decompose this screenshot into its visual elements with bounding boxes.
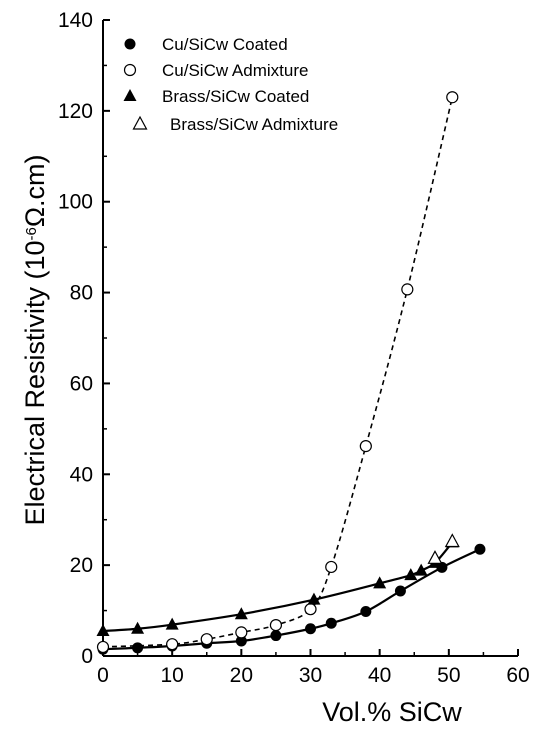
data-point [373,576,387,589]
series-1 [97,543,486,655]
series-layer [96,91,486,655]
y-tick-label: 0 [81,645,93,668]
data-point [444,533,460,548]
series-line [102,548,481,651]
legend-item: Cu/SiCw Admixture [123,61,308,80]
legend-label: Brass/SiCw Coated [162,87,309,106]
data-point [200,633,213,646]
data-point [446,91,459,104]
x-tick-label: 0 [97,664,109,687]
x-tick-label: 30 [299,664,322,687]
y-tick-label: 100 [58,191,93,214]
data-point [360,605,372,617]
data-point [131,621,145,634]
x-tick-label: 50 [437,664,460,687]
legend-label: Cu/SiCw Admixture [162,61,308,80]
x-tick-label: 20 [230,664,253,687]
y-tick-label: 20 [70,554,93,577]
data-point [270,630,282,642]
data-point [304,603,317,616]
legend-label: Cu/SiCw Coated [162,35,288,54]
x-tick-label: 10 [160,664,183,687]
y-tick-label: 140 [58,9,93,32]
data-point [307,592,321,605]
legend-label: Brass/SiCw Admixture [170,115,338,134]
data-point [234,607,248,620]
data-point [325,617,337,629]
data-point [235,626,248,639]
y-tick-label: 60 [70,372,93,395]
data-point [359,440,372,453]
legend-item: Brass/SiCw Coated [123,87,309,106]
y-tick-label: 120 [58,100,93,123]
data-point [96,624,110,637]
data-point [404,568,418,581]
data-point [235,635,247,647]
y-axis-title: Electrical Resistivity (10-6Ω.cm) [20,154,50,525]
data-point [427,550,443,564]
data-point [474,543,486,555]
x-tick-label: 40 [368,664,391,687]
legend-marker [132,115,148,130]
y-axis-title-suffix: Ω.cm) [20,154,50,227]
legend: Cu/SiCw Coated Cu/SiCw Admixture Brass/SiC… [123,35,338,134]
legend-marker [124,38,136,50]
data-point [305,623,316,635]
data-point [401,283,414,296]
data-point [325,560,338,574]
x-axis-ticks: 0 10 20 30 40 50 60 [97,649,530,687]
legend-marker [123,63,137,77]
data-point [166,638,179,651]
data-point [414,563,428,576]
y-tick-label: 80 [70,282,93,305]
series-2 [96,91,459,654]
y-axis-title-prefix: Electrical Resistivity (10 [20,240,50,525]
legend-marker [123,89,137,101]
legend-item: Brass/SiCw Admixture [132,115,338,134]
legend-item: Cu/SiCw Coated [124,35,288,54]
series-line [102,97,454,648]
series-line [102,541,454,633]
data-point [269,619,283,632]
data-point [394,585,406,597]
y-tick-label: 40 [70,463,93,486]
series-4 [427,533,460,564]
x-tick-label: 60 [506,664,529,687]
data-point [96,640,110,654]
data-point [132,642,144,654]
y-axis-title-exponent: -6 [23,227,40,240]
y-axis-ticks: 0 20 40 60 80 100 120 140 [58,9,110,668]
x-axis-title: Vol.% SiCw [322,697,462,727]
data-point [165,617,179,630]
